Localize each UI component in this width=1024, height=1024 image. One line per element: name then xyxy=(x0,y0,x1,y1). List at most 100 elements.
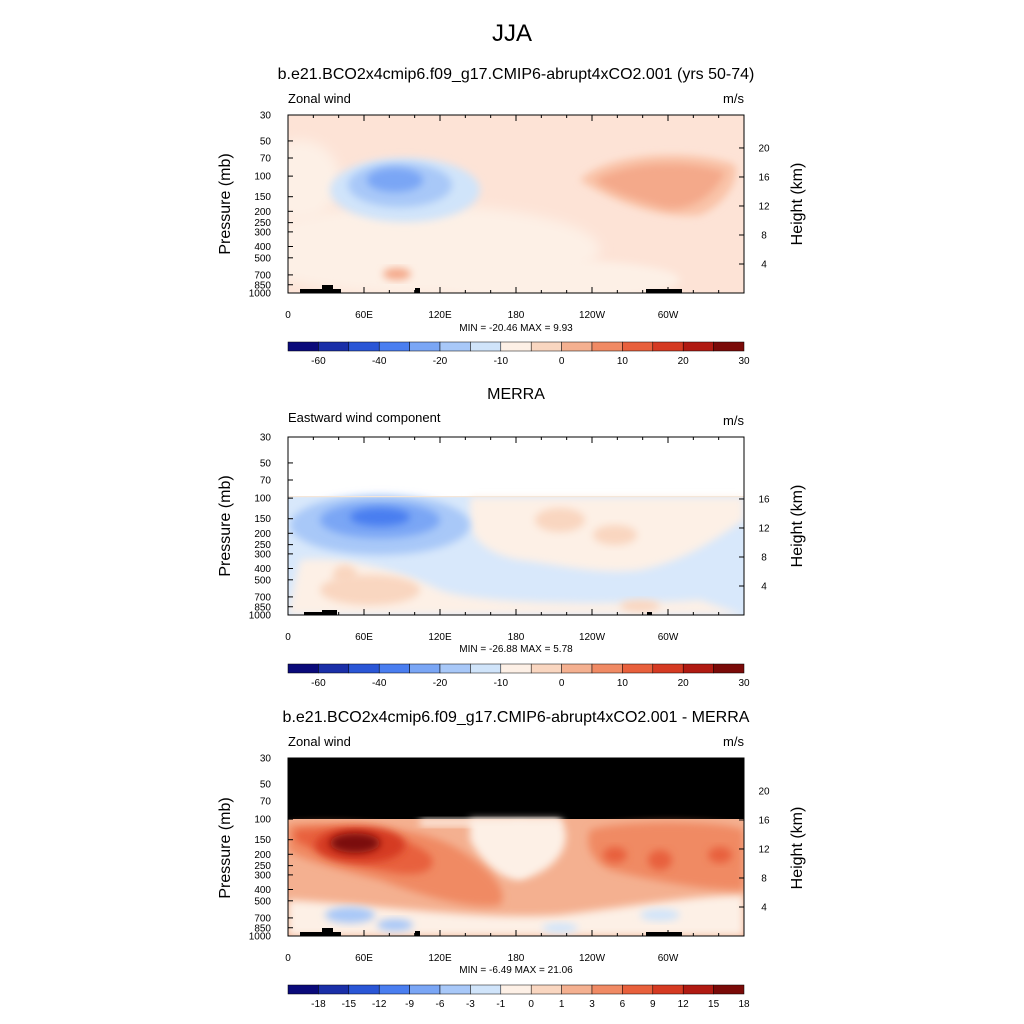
panel-1: b.e21.BCO2x4cmip6.f09_g17.CMIP6-abrupt4x… xyxy=(217,66,806,367)
pressure-tick-label: 850 xyxy=(254,602,271,613)
colorbar-label: 20 xyxy=(678,356,690,367)
panel-1-units: m/s xyxy=(723,91,744,106)
colorbar-swatch xyxy=(287,984,319,995)
panel-3-contour-field xyxy=(288,758,744,936)
pressure-tick-label: 70 xyxy=(260,476,272,487)
pressure-tick-label: 150 xyxy=(254,514,271,525)
longitude-tick-label: 0 xyxy=(285,310,291,321)
panel-1-min-max: MIN = -20.46 MAX = 9.93 xyxy=(459,323,573,334)
colorbar-swatch xyxy=(682,984,714,995)
colorbar-label: -3 xyxy=(466,999,475,1010)
panel-2-title: MERRA xyxy=(487,386,545,403)
colorbar-swatch xyxy=(318,984,350,995)
panel-3-ylabel: Pressure (mb) xyxy=(217,797,234,898)
longitude-tick-label: 60E xyxy=(355,310,373,321)
pressure-tick-label: 50 xyxy=(260,779,272,790)
colorbar-swatch xyxy=(561,984,593,995)
height-tick-label: 4 xyxy=(761,902,767,913)
colorbar-label: -20 xyxy=(433,356,448,367)
colorbar-swatch xyxy=(439,984,471,995)
height-tick-label: 20 xyxy=(758,786,770,797)
pressure-tick-label: 850 xyxy=(254,280,271,291)
colorbar-swatch xyxy=(530,341,562,352)
pressure-tick-label: 400 xyxy=(254,242,271,253)
pressure-tick-label: 30 xyxy=(260,111,272,122)
colorbar-swatch xyxy=(561,341,593,352)
colorbar-label: 6 xyxy=(620,999,626,1010)
pressure-tick-label: 250 xyxy=(254,218,271,229)
longitude-tick-label: 120E xyxy=(428,310,452,321)
pressure-tick-label: 100 xyxy=(254,494,271,505)
colorbar-swatch xyxy=(682,341,714,352)
colorbar-label: 12 xyxy=(678,999,690,1010)
pressure-tick-label: 300 xyxy=(254,227,271,238)
colorbar-swatch xyxy=(622,663,654,674)
panel-3-variable-label: Zonal wind xyxy=(288,734,351,749)
colorbar-swatch xyxy=(318,663,350,674)
colorbar-label: -6 xyxy=(436,999,445,1010)
pressure-tick-label: 700 xyxy=(254,913,271,924)
figure-title: JJA xyxy=(491,20,532,47)
height-tick-label: 4 xyxy=(761,259,767,270)
longitude-tick-label: 180 xyxy=(508,953,525,964)
panel-3-units: m/s xyxy=(723,734,744,749)
height-tick-label: 16 xyxy=(758,494,770,505)
colorbar-swatch xyxy=(287,341,319,352)
colorbar-swatch xyxy=(591,663,623,674)
panel-2: MERRA Eastward wind component m/s 30 50 70… xyxy=(217,386,806,689)
panel-1-ylabel: Pressure (mb) xyxy=(217,153,234,254)
colorbar-swatch xyxy=(500,341,532,352)
colorbar-label: -9 xyxy=(405,999,414,1010)
panel-2-ylabel-right: Height (km) xyxy=(789,485,806,568)
colorbar-label: -18 xyxy=(311,999,326,1010)
panel-1-title: b.e21.BCO2x4cmip6.f09_g17.CMIP6-abrupt4x… xyxy=(278,66,755,83)
panel-1-colorbar: -60 -40 -20 -10 0 10 20 30 xyxy=(287,341,750,367)
colorbar-swatch xyxy=(713,984,745,995)
panel-3-ylabel-right: Height (km) xyxy=(789,807,806,890)
colorbar-swatch xyxy=(622,341,654,352)
panel-3-colorbar: -18 -15 -12 -9 -6 -3 -1 0 1 3 6 9 12 15 18 xyxy=(287,984,750,1010)
colorbar-label: 0 xyxy=(528,999,534,1010)
height-tick-label: 8 xyxy=(761,552,767,563)
pressure-tick-label: 200 xyxy=(254,850,271,861)
longitude-tick-label: 60W xyxy=(658,632,679,643)
pressure-tick-label: 100 xyxy=(254,172,271,183)
colorbar-label: -60 xyxy=(311,356,326,367)
pressure-tick-label: 400 xyxy=(254,885,271,896)
pressure-tick-label: 150 xyxy=(254,835,271,846)
colorbar-swatch xyxy=(652,984,684,995)
colorbar-swatch xyxy=(682,663,714,674)
colorbar-swatch xyxy=(378,341,410,352)
panel-2-variable-label: Eastward wind component xyxy=(288,410,441,425)
panel-3: b.e21.BCO2x4cmip6.f09_g17.CMIP6-abrupt4x… xyxy=(217,709,806,1010)
panel-1-ylabel-right: Height (km) xyxy=(789,163,806,246)
pressure-tick-label: 70 xyxy=(260,154,272,165)
colorbar-label: 18 xyxy=(738,999,750,1010)
pressure-tick-label: 50 xyxy=(260,136,272,147)
colorbar-swatch xyxy=(439,341,471,352)
height-tick-label: 8 xyxy=(761,873,767,884)
pressure-tick-label: 1000 xyxy=(249,932,272,943)
pressure-tick-label: 400 xyxy=(254,564,271,575)
colorbar-swatch xyxy=(591,341,623,352)
longitude-tick-label: 60W xyxy=(658,953,679,964)
pressure-tick-label: 150 xyxy=(254,192,271,203)
panel-1-contour-field xyxy=(288,115,744,293)
panel-2-contour-field xyxy=(288,437,744,615)
height-tick-label: 20 xyxy=(758,143,770,154)
pressure-tick-label: 30 xyxy=(260,433,272,444)
colorbar-swatch xyxy=(591,984,623,995)
colorbar-swatch xyxy=(470,341,502,352)
pressure-tick-label: 700 xyxy=(254,270,271,281)
colorbar-swatch xyxy=(318,341,350,352)
colorbar-swatch xyxy=(500,984,532,995)
colorbar-swatch xyxy=(348,984,380,995)
colorbar-label: 10 xyxy=(617,678,629,689)
colorbar-swatch xyxy=(409,984,441,995)
colorbar-label: 0 xyxy=(559,678,565,689)
longitude-tick-label: 60E xyxy=(355,632,373,643)
colorbar-swatch xyxy=(470,984,502,995)
colorbar-label: -40 xyxy=(372,678,387,689)
